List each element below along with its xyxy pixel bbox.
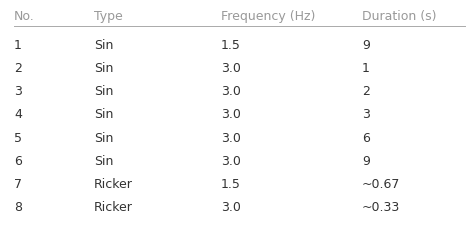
Text: 1: 1 [362, 62, 370, 75]
Text: 3.0: 3.0 [221, 132, 241, 145]
Text: 3: 3 [362, 108, 370, 122]
Text: 8: 8 [14, 202, 22, 214]
Text: Ricker: Ricker [94, 202, 133, 214]
Text: Type: Type [94, 10, 123, 23]
Text: ~0.33: ~0.33 [362, 202, 400, 214]
Text: No.: No. [14, 10, 35, 23]
Text: Sin: Sin [94, 108, 113, 122]
Text: ~0.67: ~0.67 [362, 178, 400, 191]
Text: 5: 5 [14, 132, 22, 145]
Text: 1: 1 [14, 39, 22, 52]
Text: Sin: Sin [94, 85, 113, 98]
Text: 3: 3 [14, 85, 22, 98]
Text: 3.0: 3.0 [221, 155, 241, 168]
Text: 1.5: 1.5 [221, 39, 241, 52]
Text: Sin: Sin [94, 62, 113, 75]
Text: Sin: Sin [94, 39, 113, 52]
Text: Duration (s): Duration (s) [362, 10, 437, 23]
Text: 3.0: 3.0 [221, 62, 241, 75]
Text: 2: 2 [362, 85, 370, 98]
Text: 3.0: 3.0 [221, 108, 241, 122]
Text: Frequency (Hz): Frequency (Hz) [221, 10, 315, 23]
Text: 6: 6 [362, 132, 370, 145]
Text: 9: 9 [362, 155, 370, 168]
Text: Sin: Sin [94, 155, 113, 168]
Text: 4: 4 [14, 108, 22, 122]
Text: 3.0: 3.0 [221, 85, 241, 98]
Text: 2: 2 [14, 62, 22, 75]
Text: 9: 9 [362, 39, 370, 52]
Text: 6: 6 [14, 155, 22, 168]
Text: 3.0: 3.0 [221, 202, 241, 214]
Text: 1.5: 1.5 [221, 178, 241, 191]
Text: 7: 7 [14, 178, 22, 191]
Text: Ricker: Ricker [94, 178, 133, 191]
Text: Sin: Sin [94, 132, 113, 145]
